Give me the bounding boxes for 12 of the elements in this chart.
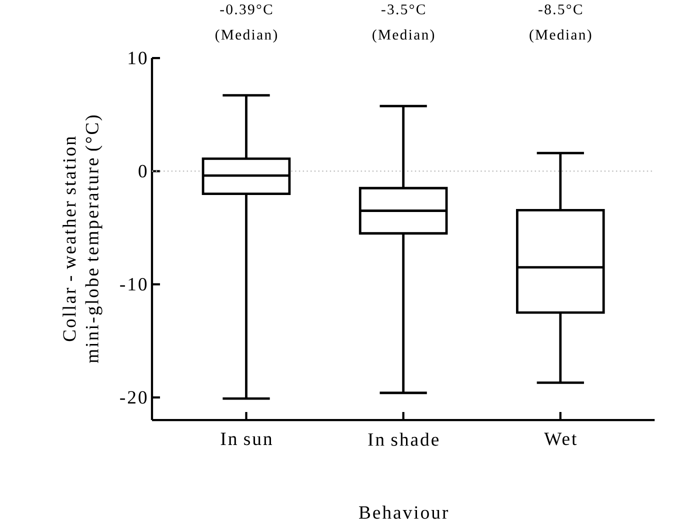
text: -3.5°C (Median) [372,4,434,43]
y-tick-label: -10 [120,278,147,291]
text: -8.5°C (Median) [530,4,592,43]
text: -0.39°C (Median) [216,4,277,43]
y-tick-label: 0 [138,164,147,178]
y-axis-title: Collar - weather station mini-globe temperature (°C) [62,115,102,363]
y-tick-label: 10 [128,52,147,64]
x-tick-label: In shade [368,432,439,446]
x-tick-label: Wet [544,432,577,446]
x-tick-label: In sun [220,432,272,446]
y-tick-label: -20 [120,391,147,404]
x-axis-title: Behaviour [359,506,448,519]
